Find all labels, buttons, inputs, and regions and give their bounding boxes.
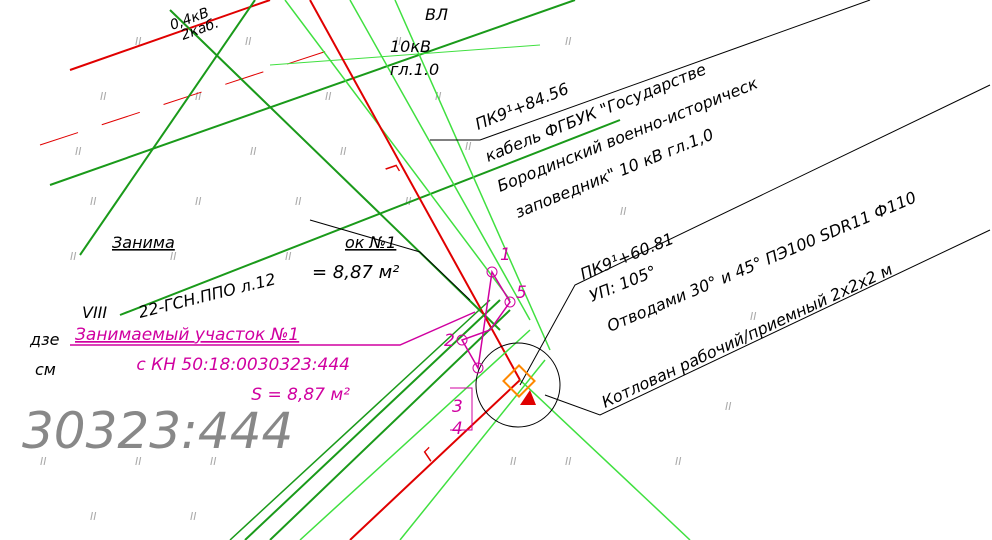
label: Занима [112,233,175,252]
svg-text:II: II [70,250,77,263]
cable-marker: Г [419,444,440,465]
svg-text:II: II [100,90,107,103]
label: ВЛ [425,5,448,24]
big-number: 30323:444 [22,402,293,460]
svg-text:II: II [395,35,402,48]
svg-text:II: II [340,145,347,158]
svg-text:II: II [40,455,47,468]
label: = 8,87 м² [312,262,399,283]
svg-text:II: II [90,195,97,208]
label: см [35,360,56,379]
svg-text:II: II [620,205,627,218]
label: гл.1.0 [390,60,439,79]
svg-text:II: II [675,455,682,468]
svg-text:II: II [170,250,177,263]
svg-text:II: II [725,400,732,413]
plot-title: Занимаемый участок №1 [75,325,299,345]
label: 22-ГСН.ППО л.12 [136,269,277,321]
labels: 0,4кВ 2каб. ВЛ 10кВ гл.1.0 ПК9¹+84.56 ка… [22,5,919,460]
svg-text:II: II [190,510,197,523]
svg-text:II: II [75,145,82,158]
svg-text:II: II [510,455,517,468]
svg-text:II: II [135,35,142,48]
grass-marks: II II II II II II II II II II II II II II II II II II… [40,35,757,523]
svg-text:II: II [565,455,572,468]
svg-text:II: II [210,455,217,468]
svg-text:II: II [250,145,257,158]
svg-text:II: II [90,510,97,523]
cable-marker: Г [382,161,403,179]
svg-text:II: II [325,90,332,103]
label: дзе [29,330,60,349]
svg-text:II: II [245,35,252,48]
point-number: 5 [516,283,527,303]
svg-text:II: II [135,455,142,468]
svg-text:II: II [405,195,412,208]
svg-text:II: II [195,90,202,103]
label: ок №1 [345,233,396,252]
point-number: 1 [500,245,511,265]
label: VIII [82,303,107,322]
svg-text:II: II [285,250,292,263]
svg-text:II: II [750,310,757,323]
label: 10кВ [390,37,431,56]
svg-text:II: II [295,195,302,208]
svg-text:II: II [195,195,202,208]
svg-text:II: II [465,140,472,153]
point-number: 2 [444,331,455,351]
area: S = 8,87 м² [251,385,350,405]
plot-label: Занимаемый участок №1 с КН 50:18:0030323… [75,245,527,439]
svg-text:II: II [565,35,572,48]
network-lines [39,0,991,540]
cadastral: с КН 50:18:0030323:444 [136,355,350,375]
point-number: 4 [452,419,463,439]
point-number: 3 [452,397,463,417]
